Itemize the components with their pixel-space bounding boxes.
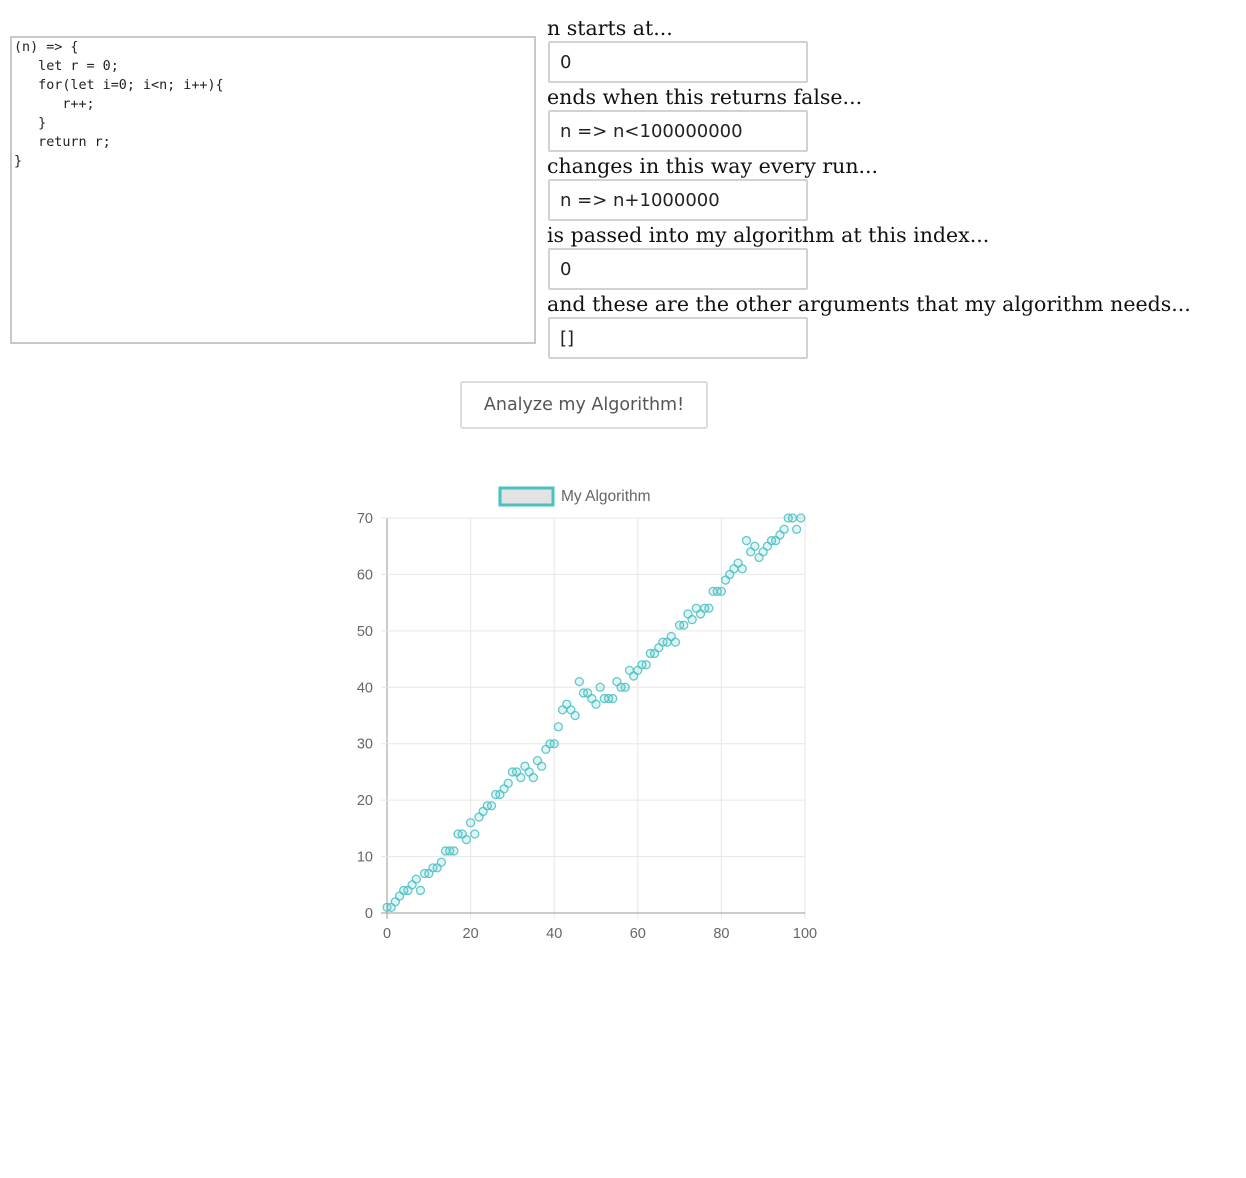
data-point [537,761,547,771]
data-point [791,524,802,534]
data-point [415,885,426,896]
legend-swatch [498,486,555,507]
end-condition-label: ends when this returns false... [547,85,863,109]
x-tick-label: 80 [713,926,729,942]
start-value-input[interactable] [548,41,808,83]
y-tick-label: 0 [365,906,373,922]
y-tick-label: 60 [357,567,373,583]
data-point [796,513,806,523]
x-tick-label: 0 [383,926,391,942]
data-point [549,739,559,749]
y-tick-label: 20 [357,793,373,809]
data-point [679,620,689,630]
data-point [436,857,446,867]
data-point [687,614,697,625]
data-point [570,710,580,721]
data-point [641,660,651,670]
x-tick-label: 40 [546,926,562,942]
other-args-label: and these are the other arguments that m… [547,292,1191,316]
y-tick-label: 10 [357,850,373,866]
data-point [449,846,459,856]
other-args-input[interactable] [548,317,808,359]
x-tick-label: 100 [793,926,817,942]
data-point [779,524,789,534]
data-point [750,541,760,551]
data-point [608,693,618,704]
data-point [595,682,605,692]
y-tick-label: 70 [357,511,373,527]
x-tick-label: 60 [630,926,646,942]
step-label: changes in this way every run... [547,154,879,178]
data-point [461,834,472,845]
data-point [528,772,538,783]
data-point [411,874,421,884]
data-point [737,564,747,574]
data-point [670,637,681,647]
data-point [787,513,798,523]
data-point [516,772,526,783]
end-condition-input[interactable] [548,110,808,152]
data-point [503,778,513,788]
data-point [741,535,752,546]
data-point [704,603,714,613]
y-tick-label: 30 [357,737,373,753]
analyze-button[interactable]: Analyze my Algorithm! [460,381,708,429]
data-point [591,699,601,709]
data-point [553,722,564,732]
argument-index-input[interactable] [548,248,808,290]
legend-label: My Algorithm [561,488,651,505]
y-tick-label: 50 [357,624,373,640]
index-label: is passed into my algorithm at this inde… [547,223,990,247]
step-function-input[interactable] [548,179,808,221]
start-label: n starts at... [547,16,673,40]
data-point [465,818,476,828]
data-point [470,829,480,839]
y-tick-label: 40 [357,680,373,696]
algorithm-code-editor[interactable]: (n) => { let r = 0; for(let i=0; i<n; i+… [10,36,536,344]
x-tick-label: 20 [463,926,479,942]
algorithm-scatter-chart: 0 20 40 60 80 100 0 10 20 30 40 50 60 70 My Algorithm [357,486,817,942]
data-point [620,682,630,692]
data-point [486,801,497,811]
data-point [574,676,584,687]
data-point [716,586,727,597]
analysis-form: n starts at... ends when this returns fa… [547,16,1191,359]
